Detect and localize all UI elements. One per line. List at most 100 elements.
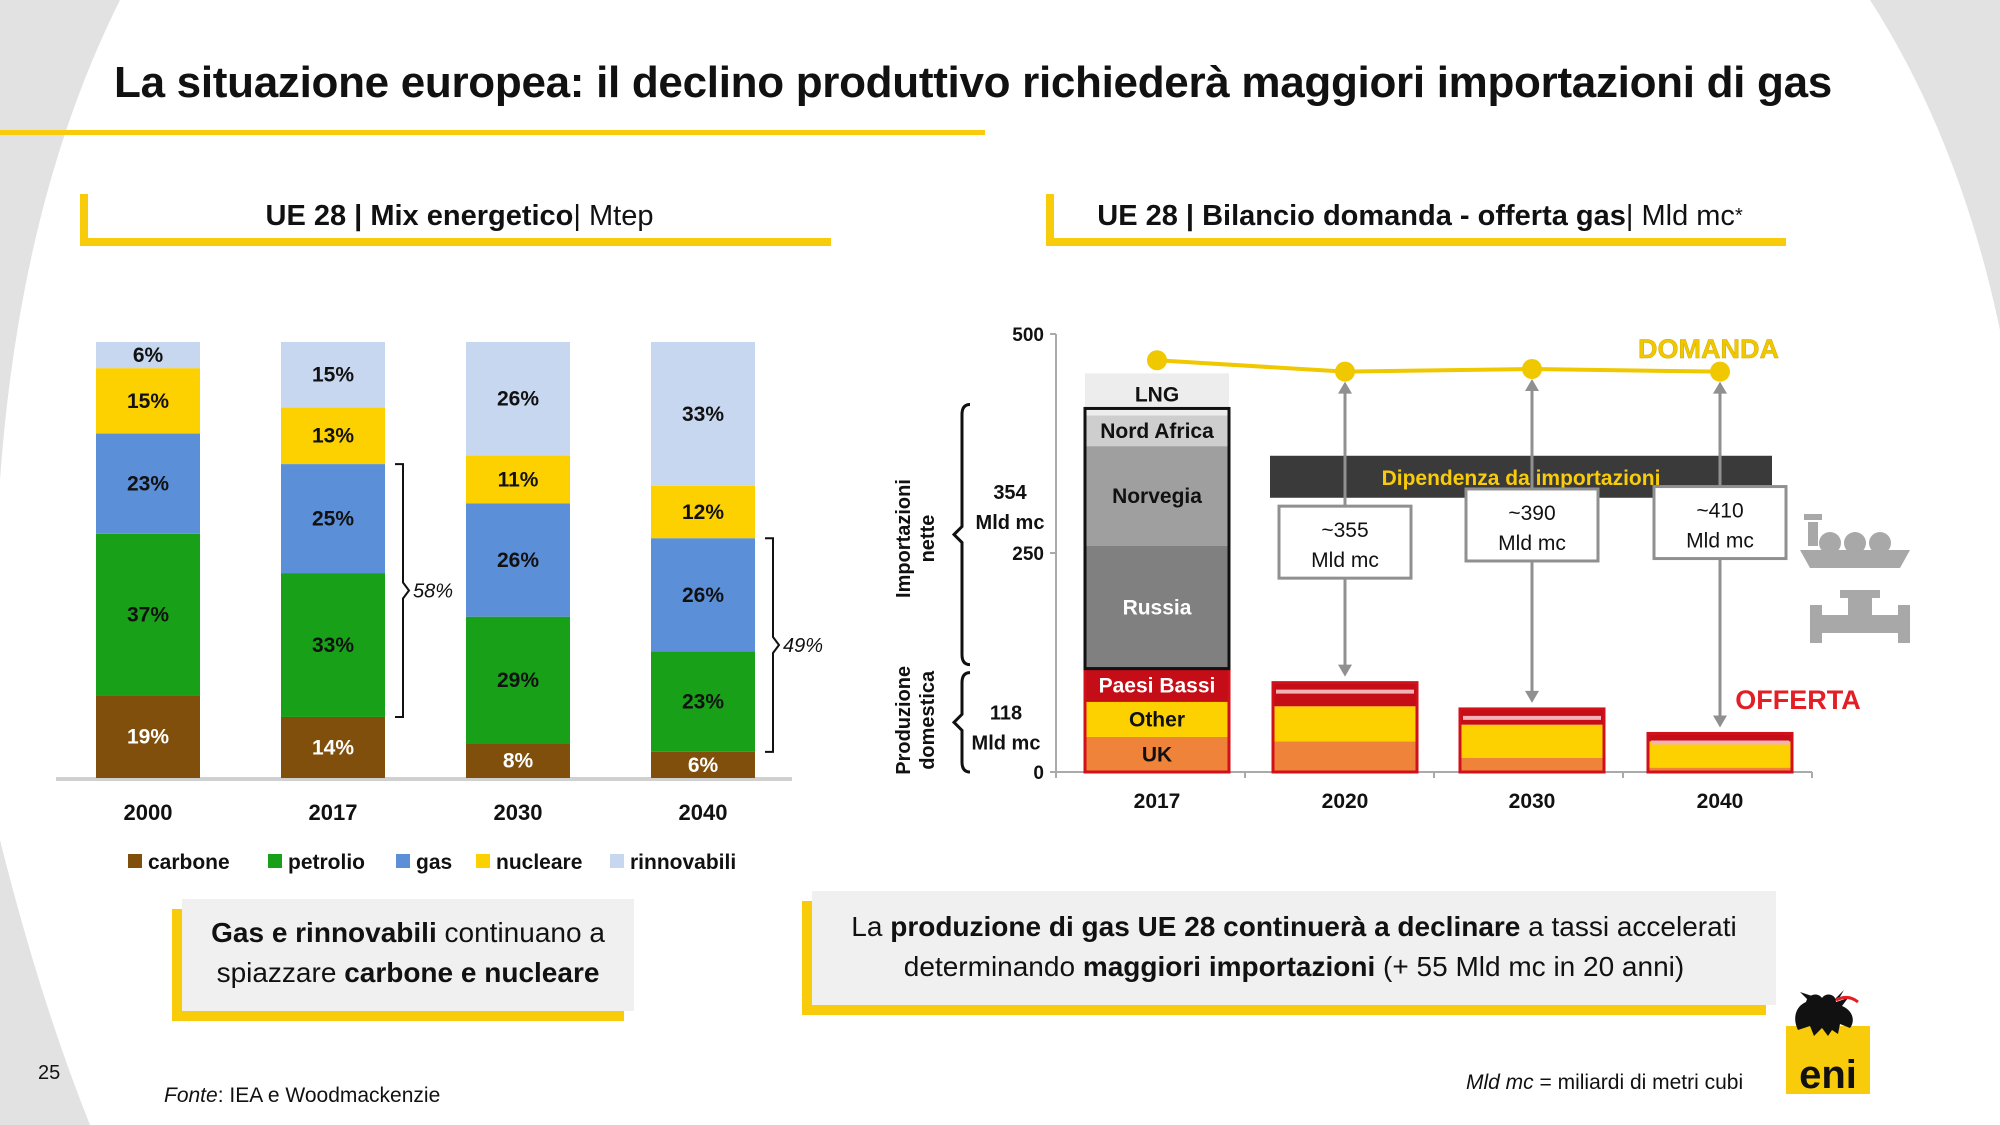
legend-label-petrolio: petrolio [288, 851, 365, 874]
eni-logo: eni [1786, 990, 1870, 1094]
x-tick-label: 2030 [1509, 790, 1556, 813]
import-total-value: 354 [993, 482, 1027, 504]
data-label-rinnovabili-2000: 6% [133, 344, 164, 367]
legend-label-gas: gas [416, 851, 452, 874]
bar-segment-2017-Other [1085, 701, 1229, 737]
segment-label-Nord Africa: Nord Africa [1100, 420, 1214, 443]
x-tick-label: 2020 [1322, 790, 1369, 813]
bracket-label-2017: 58% [413, 581, 453, 603]
title-underline [0, 130, 985, 135]
data-label-nucleare-2030: 11% [498, 468, 539, 491]
unit-abbr: Mld mc [1466, 1071, 1534, 1094]
import-label-box-2030 [1464, 487, 1600, 563]
import-arrowhead-up-2030 [1525, 379, 1539, 392]
y-tick-label: 500 [1012, 325, 1044, 346]
data-label-carbone-2017: 14% [312, 736, 354, 759]
data-label-rinnovabili-2030: 26% [497, 388, 539, 411]
unit-note: Mld mc = miliardi di metri cubi [1466, 1071, 1743, 1095]
import-arrowhead-up-2040 [1713, 381, 1727, 394]
bar-segment-petrolio-2040 [651, 651, 755, 752]
domanda-point-2017 [1147, 350, 1167, 371]
import-label-unit-2040: Mld mc [1686, 530, 1754, 553]
data-label-nucleare-2040: 12% [682, 501, 724, 524]
prod-total-value: 118 [990, 703, 1022, 725]
data-label-gas-2040: 26% [682, 584, 724, 607]
x-tick-label: 2040 [679, 800, 728, 825]
legend-swatch-carbone [128, 854, 142, 868]
bar-segment-petrolio-2017 [281, 573, 385, 717]
bar-segment-rinnovabili-2040 [651, 342, 755, 486]
right-callout-bold1: produzione di gas UE 28 continuerà a dec… [890, 911, 1521, 942]
left-panel-header-unit: | Mtep [573, 199, 654, 232]
bar-segment-2017-Nord Africa [1085, 415, 1229, 447]
domanda-point-2040 [1710, 361, 1730, 382]
import-arrowhead-down-2020 [1338, 664, 1352, 677]
legend-swatch-rinnovabili [610, 854, 624, 868]
bar-segment-nucleare-2000 [96, 368, 200, 434]
right-callout-line2: determinando maggiori importazioni (+ 55… [812, 947, 1776, 987]
bar-segment-2040-UK [1648, 767, 1792, 772]
bracket-produzione [951, 671, 971, 774]
import-total-unit: Mld mc [976, 512, 1045, 534]
prod-total-unit: Mld mc [972, 733, 1041, 755]
bracket-2040 [765, 537, 781, 753]
x-tick-label: 2017 [1134, 790, 1181, 813]
source-label: Fonte [164, 1084, 218, 1107]
left-callout-bold1: Gas e rinnovabili [211, 917, 437, 948]
legend-label-nucleare: nucleare [496, 851, 582, 874]
bar-segment-2020-Other [1273, 706, 1417, 742]
outline-produzione-2030 [1458, 707, 1606, 774]
bar-segment-2040-Other [1648, 741, 1792, 768]
bar-segment-2017-Russia [1085, 545, 1229, 669]
data-label-gas-2000: 23% [127, 473, 169, 496]
bar-segment-2030-UK [1460, 757, 1604, 772]
legend-label-rinnovabili: rinnovabili [630, 851, 736, 874]
import-label-value-2040: ~410 [1696, 500, 1743, 523]
import-arrowhead-up-2020 [1338, 381, 1352, 394]
bar-segment-2017-UK [1085, 736, 1229, 772]
bar-segment-2017-Paesi Bassi [1085, 668, 1229, 702]
x-tick-label: 2030 [494, 800, 543, 825]
left-callout-line1: Gas e rinnovabili continuano a [182, 913, 634, 953]
right-callout-text3: determinando [903, 951, 1083, 982]
bar-segment-carbone-2017 [281, 716, 385, 778]
left-callout-text2: spiazzare [216, 957, 345, 988]
legend-swatch-gas [396, 854, 410, 868]
import-label-unit-2030: Mld mc [1498, 532, 1566, 555]
eni-logo-text: eni [1799, 1053, 1857, 1094]
offerta-label: OFFERTA [1735, 685, 1860, 715]
domanda-point-2020 [1335, 361, 1355, 382]
right-callout: La produzione di gas UE 28 continuerà a … [812, 891, 1776, 1005]
bar-segment-gas-2017 [281, 464, 385, 574]
data-label-petrolio-2017: 33% [312, 634, 354, 657]
bracket-label-2040: 49% [783, 635, 823, 657]
legend-label-carbone: carbone [148, 851, 230, 874]
bracket-2017 [395, 463, 411, 718]
data-label-gas-2017: 25% [312, 508, 354, 531]
bar-segment-2020-Paesi Bassi [1273, 682, 1417, 707]
left-panel-header-bold: UE 28 | Mix energetico [265, 199, 574, 232]
segment-label-Norvegia: Norvegia [1112, 485, 1202, 508]
domanda-line [1156, 358, 1721, 374]
data-label-petrolio-2040: 23% [682, 691, 724, 714]
segment-label-UK: UK [1142, 743, 1172, 766]
bar-segment-gas-2000 [96, 433, 200, 534]
outline-importazioni-2017 [1083, 406, 1231, 671]
unit-definition: = miliardi di metri cubi [1533, 1071, 1744, 1094]
x-tick-label: 2000 [124, 800, 173, 825]
data-label-nucleare-2000: 15% [127, 390, 169, 413]
right-callout-line1: La produzione di gas UE 28 continuerà a … [812, 907, 1776, 947]
right-panel-header-unit: | Mld mc [1625, 199, 1735, 232]
y-tick-label: 250 [1012, 544, 1044, 565]
left-panel-header: UE 28 | Mix energetico | Mtep [80, 194, 831, 246]
segment-label-Paesi Bassi: Paesi Bassi [1099, 674, 1216, 697]
segment-label-Other: Other [1129, 708, 1185, 731]
right-callout-text4: (+ 55 Mld mc in 20 anni) [1375, 951, 1685, 982]
bar-segment-petrolio-2030 [466, 616, 570, 744]
produzione-label-line2: domestica [917, 670, 939, 770]
domanda-label: DOMANDA [1638, 334, 1779, 364]
right-panel-header-bold: UE 28 | Bilancio domanda - offerta gas [1097, 199, 1626, 232]
y-tick-label: 0 [1033, 763, 1044, 784]
importazioni-label-line1: Importazioni [893, 479, 915, 598]
